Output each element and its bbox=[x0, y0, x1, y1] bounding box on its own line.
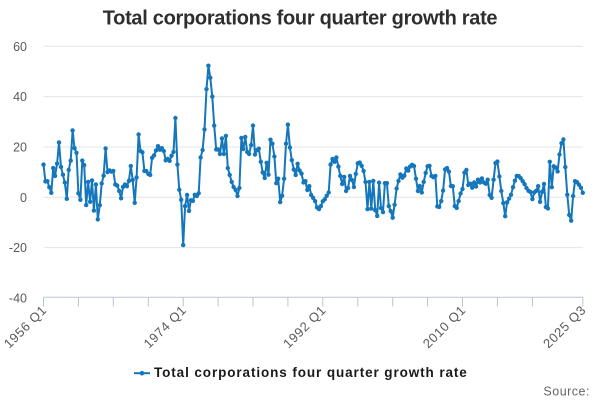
svg-text:Total corporations four quarte: Total corporations four quarter growth r… bbox=[103, 8, 498, 30]
svg-text:40: 40 bbox=[13, 90, 27, 104]
svg-text:-40: -40 bbox=[9, 292, 27, 306]
svg-text:Source:: Source: bbox=[543, 385, 590, 399]
svg-text:0: 0 bbox=[20, 191, 27, 205]
svg-text:60: 60 bbox=[13, 40, 27, 54]
svg-text:Total corporations four quarte: Total corporations four quarter growth r… bbox=[154, 365, 468, 380]
svg-text:20: 20 bbox=[13, 141, 27, 155]
svg-text:-20: -20 bbox=[9, 241, 27, 255]
